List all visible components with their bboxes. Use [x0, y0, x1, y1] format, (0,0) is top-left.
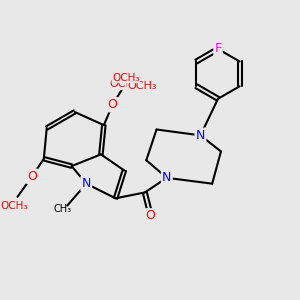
Text: N: N — [82, 177, 91, 190]
Text: OCH₃: OCH₃ — [110, 79, 139, 89]
Text: N: N — [196, 129, 205, 142]
Text: OCH₃: OCH₃ — [1, 201, 28, 211]
Text: F: F — [214, 43, 222, 56]
Text: OCH₃: OCH₃ — [112, 73, 140, 83]
Text: O: O — [27, 170, 37, 183]
Text: OCH₃: OCH₃ — [127, 81, 157, 91]
Text: N: N — [162, 171, 172, 184]
Text: CH₃: CH₃ — [54, 204, 72, 214]
Text: O: O — [146, 209, 156, 222]
Text: O: O — [108, 98, 118, 111]
